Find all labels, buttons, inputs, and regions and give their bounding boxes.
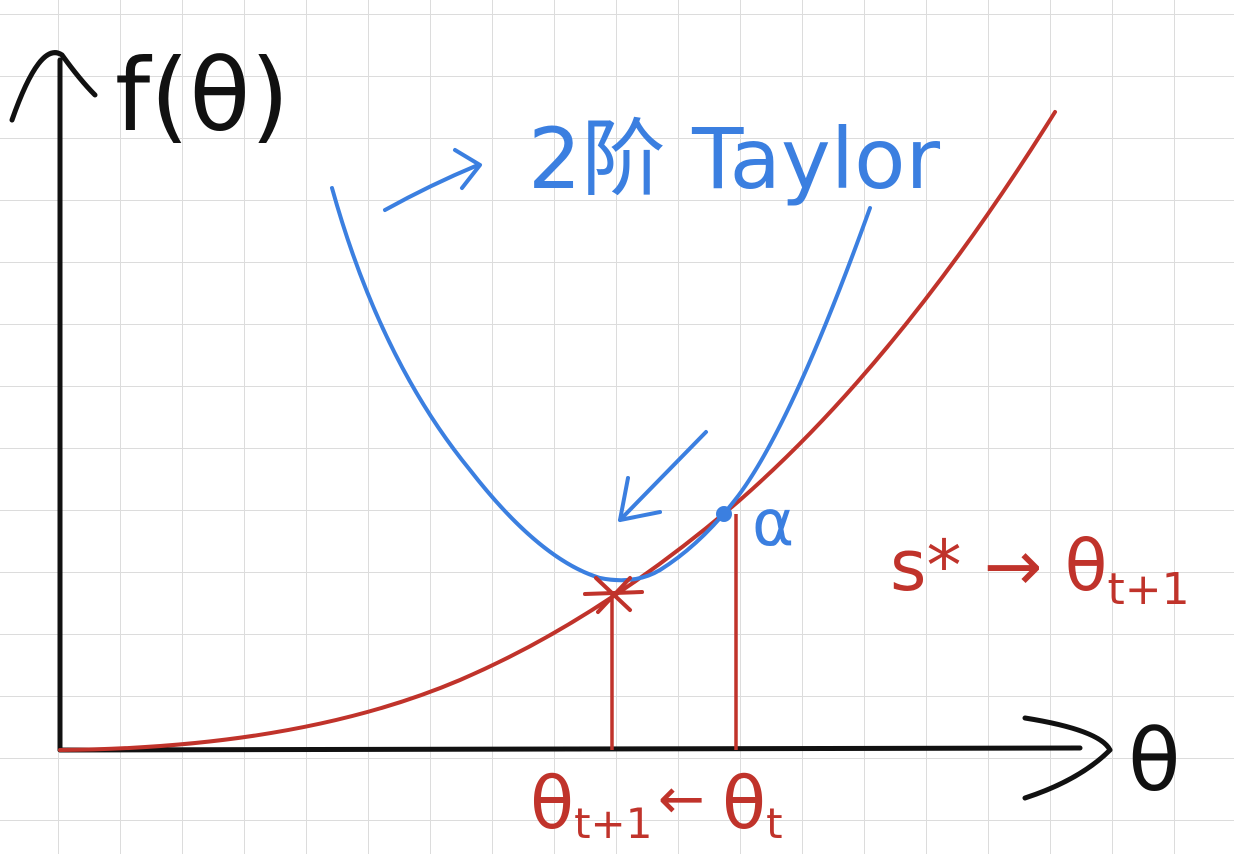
x-axis-label: θ xyxy=(1128,711,1181,811)
taylor-pointer-arrow xyxy=(383,148,482,212)
theta-current-subscript: t xyxy=(766,799,782,848)
theta-current-label: θt xyxy=(722,761,783,848)
y-axis-label: f(θ) xyxy=(115,37,289,154)
taylor-label: 2阶 Taylor xyxy=(528,110,940,208)
theta-current-symbol: θ xyxy=(722,761,766,845)
current-point-dot xyxy=(716,506,732,522)
update-arrow-label: ← xyxy=(658,767,705,832)
y-axis-arrowhead xyxy=(9,50,98,123)
taylor-curve xyxy=(330,186,872,583)
x-axis xyxy=(57,745,1083,753)
step-label-subscript: t+1 xyxy=(1107,564,1189,615)
minimum-pointer-arrow xyxy=(618,430,708,522)
x-axis-arrowhead xyxy=(1022,715,1113,801)
theta-next-symbol: θ xyxy=(530,761,574,845)
step-label-main: s* → θ xyxy=(890,525,1107,607)
theta-next-label: θt+1 xyxy=(530,761,652,848)
step-label: s* → θt+1 xyxy=(890,525,1190,615)
minimum-star-marker xyxy=(583,576,644,614)
alpha-label: α xyxy=(752,487,794,561)
axes xyxy=(9,50,1113,801)
theta-next-subscript: t+1 xyxy=(574,799,652,848)
